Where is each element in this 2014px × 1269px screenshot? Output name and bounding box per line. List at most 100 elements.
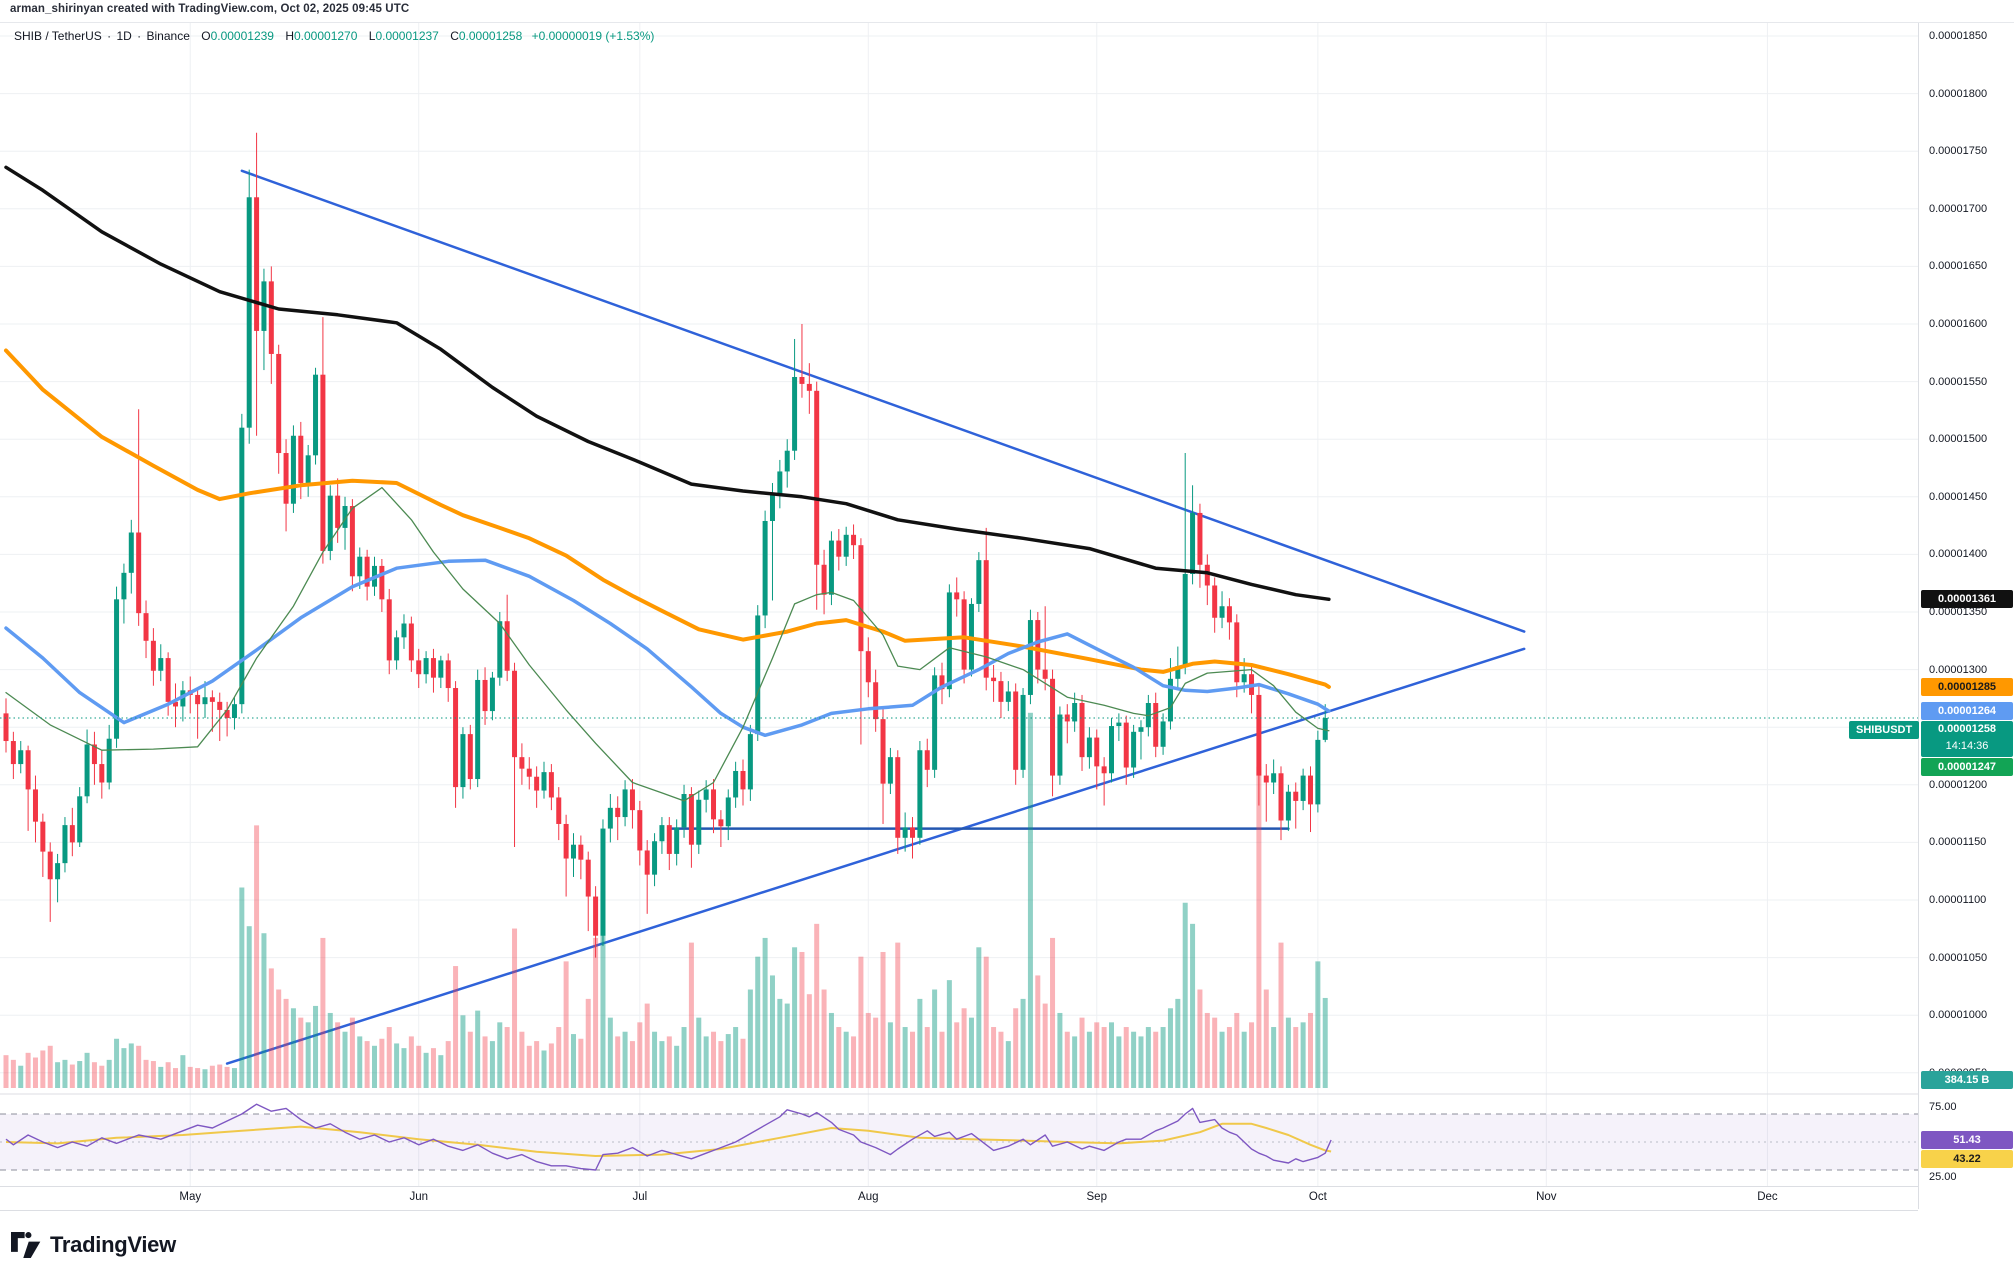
candle-body xyxy=(430,658,436,678)
low-label: L xyxy=(368,29,376,43)
volume-bar xyxy=(1249,1022,1255,1088)
volume-bar xyxy=(453,966,459,1088)
volume-bar xyxy=(1086,1031,1092,1088)
volume-bar xyxy=(976,947,982,1088)
month-label-aug: Aug xyxy=(858,1191,879,1203)
candle-body xyxy=(711,789,717,820)
candle-body xyxy=(335,495,341,528)
month-label-jul: Jul xyxy=(632,1191,648,1203)
volume-bar xyxy=(998,1031,1004,1088)
ma-mid-orange xyxy=(4,348,1331,689)
candle-body xyxy=(10,741,16,765)
volume-bar xyxy=(1079,1017,1085,1088)
interval-label[interactable]: 1D xyxy=(116,29,132,43)
exchange-label[interactable]: Binance xyxy=(146,29,190,43)
volume-bar xyxy=(880,951,886,1088)
volume-bar xyxy=(276,989,282,1088)
countdown-timer: 14:14:36 xyxy=(1945,740,1989,753)
volume-bar xyxy=(357,1036,363,1088)
candle-body xyxy=(806,383,812,391)
candle-body xyxy=(231,704,237,718)
volume-bar xyxy=(1271,1027,1277,1088)
open-label: O xyxy=(201,29,211,43)
time-axis[interactable]: May Jun Jul Aug Sep Oct Nov Dec xyxy=(0,1186,1918,1211)
volume-bar xyxy=(1278,942,1284,1088)
volume-bar xyxy=(84,1052,90,1088)
candle-body xyxy=(1256,694,1262,776)
candle-body xyxy=(828,540,834,595)
candle-body xyxy=(106,738,112,783)
volume-bar xyxy=(548,1043,554,1088)
price-axis[interactable]: 0.00001850 0.00001800 0.00001750 0.00001700… xyxy=(1918,22,2014,1209)
volume-bar xyxy=(1042,1003,1048,1088)
volume-bar xyxy=(1212,1017,1218,1088)
candle-body xyxy=(423,658,429,675)
candle-body xyxy=(851,534,857,546)
volume-bar xyxy=(733,1027,739,1088)
candle-body xyxy=(548,772,554,798)
candle-body xyxy=(917,750,923,838)
volume-bar xyxy=(1131,1031,1137,1088)
candle-body xyxy=(114,599,120,739)
volume-bar xyxy=(372,1045,377,1088)
volume-bar xyxy=(534,1041,540,1088)
candle-body xyxy=(91,744,97,765)
candle-body xyxy=(1204,564,1210,586)
candle-body xyxy=(195,694,201,705)
ascending-trendline[interactable] xyxy=(225,647,1526,1065)
volume-bar xyxy=(1256,766,1262,1088)
volume-bar xyxy=(1175,998,1181,1088)
candle-body xyxy=(895,757,901,838)
candle-body xyxy=(563,823,569,859)
volume-bar xyxy=(1285,1017,1291,1088)
candle-body xyxy=(784,450,790,472)
volume-bar xyxy=(401,1048,407,1088)
month-label-nov: Nov xyxy=(1536,1191,1557,1203)
volume-bar xyxy=(143,1059,149,1088)
symbol-title[interactable]: SHIB / TetherUS xyxy=(14,29,102,43)
volume-bar xyxy=(290,1008,296,1088)
volume-bar xyxy=(268,968,274,1088)
rsi-ma-value-tag: 43.22 xyxy=(1921,1149,2013,1168)
tradingview-watermark[interactable]: TradingView xyxy=(11,1232,176,1258)
ma-orange-tag: 0.00001285 xyxy=(1921,677,2013,696)
candle-body xyxy=(578,844,584,860)
volume-bar xyxy=(1160,1027,1166,1088)
candle-body xyxy=(268,281,274,354)
candle-body xyxy=(769,494,775,521)
volume-bar xyxy=(910,1031,916,1088)
volume-bar xyxy=(637,1022,643,1088)
candle-body xyxy=(489,677,495,712)
candle-body xyxy=(1131,731,1137,768)
volume-bar xyxy=(932,989,938,1088)
candle-body xyxy=(585,859,591,897)
price-tick-label: 0.00001850 xyxy=(1929,30,1988,42)
low-value: 0.00001237 xyxy=(375,29,439,43)
rsi-line xyxy=(5,1103,1332,1171)
descending-trendline[interactable] xyxy=(240,169,1526,633)
candle-body xyxy=(755,615,761,735)
symbol-price-marker: SHIBUSDT xyxy=(1849,721,1920,740)
volume-bar xyxy=(342,1031,348,1088)
price-tick-label: 0.00001750 xyxy=(1929,145,1988,158)
candle-body xyxy=(659,825,665,842)
volume-bar xyxy=(3,1055,9,1088)
candle-body xyxy=(209,697,215,702)
candle-body xyxy=(1042,669,1048,679)
volume-bar xyxy=(1116,1036,1122,1088)
volume-bar xyxy=(954,1022,960,1088)
candle-body xyxy=(1109,726,1114,774)
volume-bar xyxy=(968,1017,974,1088)
volume-bar xyxy=(224,1066,230,1088)
volume-bar xyxy=(1072,1036,1078,1088)
volume-bar xyxy=(77,1061,83,1088)
candle-body xyxy=(821,564,827,595)
symbol-legend[interactable]: SHIB / TetherUS · 1D · Binance O0.000012… xyxy=(14,29,654,43)
volume-bar xyxy=(438,1055,444,1088)
volume-bar xyxy=(873,1017,879,1088)
volume-bar xyxy=(939,1031,945,1088)
price-tick-label: 0.00001800 xyxy=(1929,87,1988,100)
candle-body xyxy=(158,658,164,671)
